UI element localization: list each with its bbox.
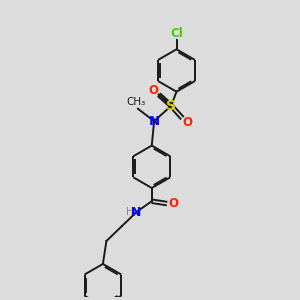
Text: CH₃: CH₃ [127,97,146,107]
Text: O: O [148,84,158,97]
Text: S: S [166,99,176,113]
Text: N: N [148,115,160,128]
Text: O: O [183,116,193,129]
Text: Cl: Cl [171,28,184,40]
Text: O: O [168,197,178,210]
Text: H: H [126,207,134,217]
Text: N: N [131,206,142,219]
